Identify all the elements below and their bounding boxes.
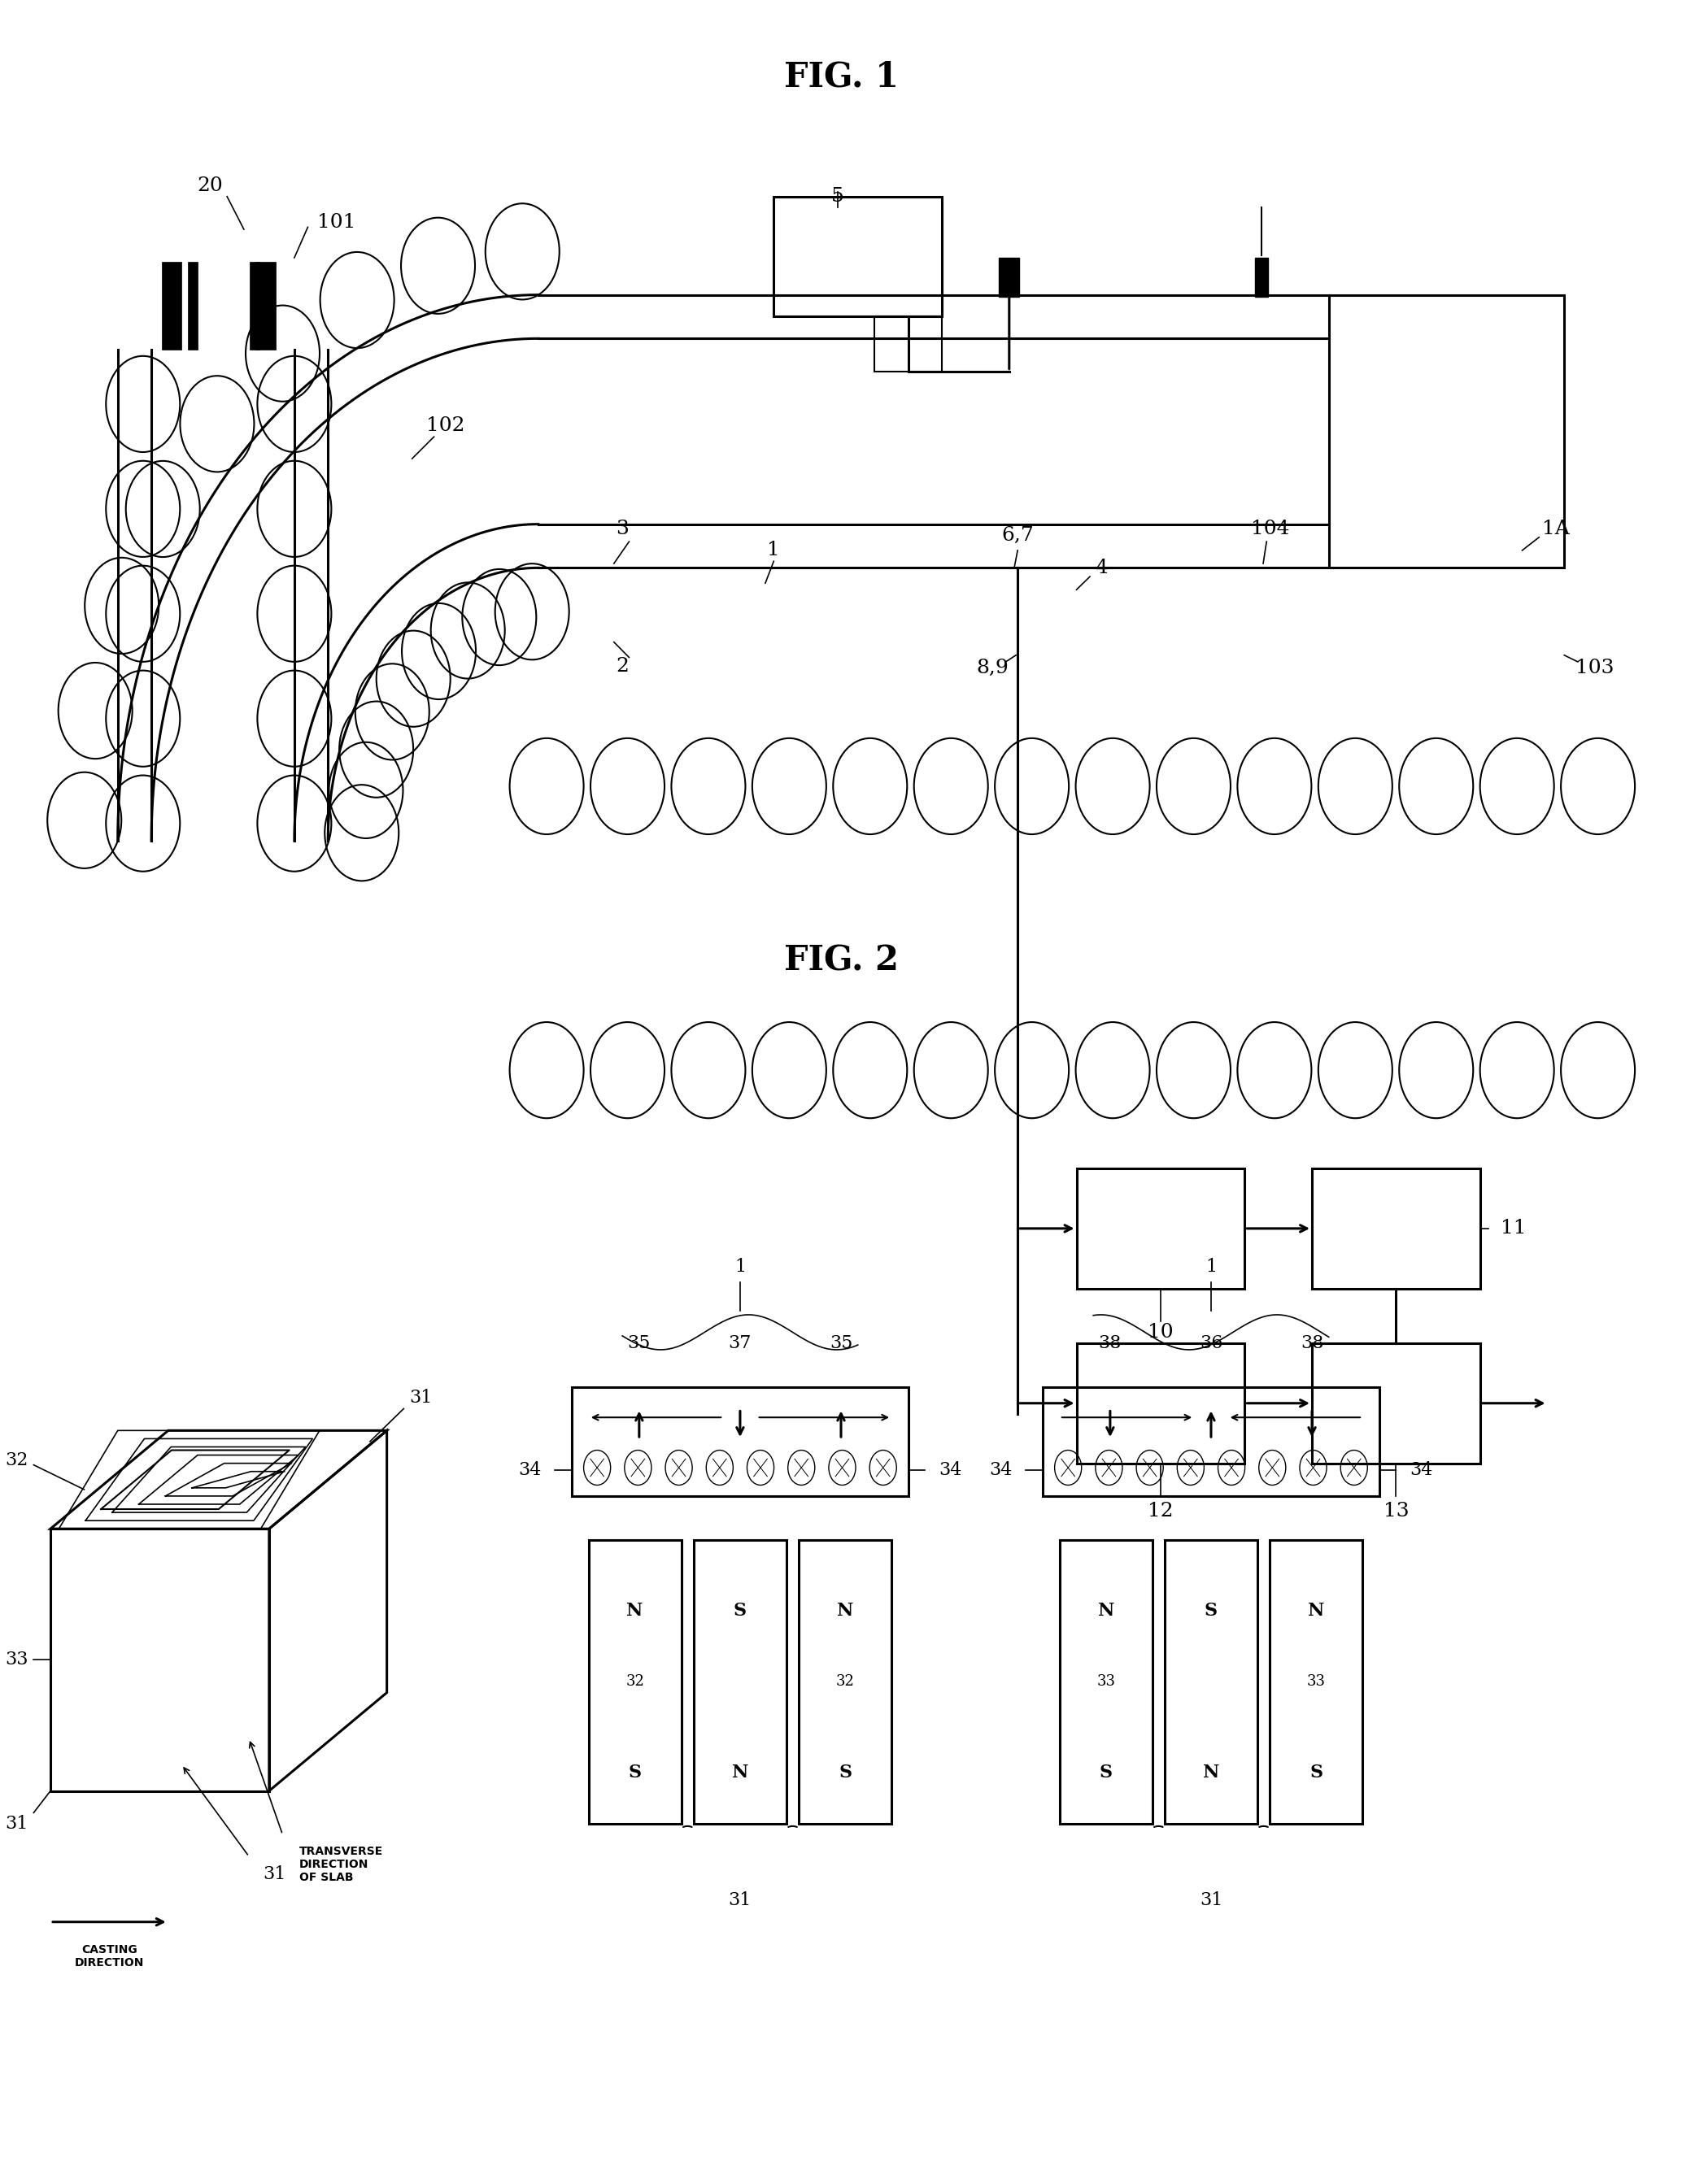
Text: 4: 4 <box>1095 559 1108 577</box>
Text: S: S <box>839 1765 851 1782</box>
Text: 31: 31 <box>262 1865 286 1883</box>
Text: 34: 34 <box>518 1461 542 1479</box>
Text: 33: 33 <box>1097 1675 1115 1688</box>
Text: S: S <box>1310 1765 1322 1782</box>
Text: 33: 33 <box>5 1651 29 1669</box>
Bar <box>1312 1168 1480 1289</box>
Bar <box>774 197 942 317</box>
Text: 20: 20 <box>197 177 224 194</box>
Bar <box>1255 258 1268 297</box>
Bar <box>188 262 198 349</box>
Bar <box>1060 1540 1152 1824</box>
Text: 12: 12 <box>1147 1503 1174 1520</box>
Bar <box>1270 1540 1362 1824</box>
Text: 38: 38 <box>1098 1334 1122 1352</box>
Bar <box>50 1529 269 1791</box>
Text: 104: 104 <box>1251 520 1288 537</box>
Text: 31: 31 <box>5 1815 29 1832</box>
Text: S: S <box>733 1601 747 1621</box>
Text: 37: 37 <box>728 1334 752 1352</box>
Text: 31: 31 <box>1199 1891 1223 1909</box>
Text: 31: 31 <box>409 1389 432 1406</box>
Text: 10: 10 <box>1147 1324 1174 1341</box>
Text: 13: 13 <box>1383 1503 1410 1520</box>
Text: S: S <box>1204 1601 1218 1621</box>
Text: 35: 35 <box>627 1334 651 1352</box>
Text: 5: 5 <box>831 188 844 205</box>
Text: 8,9: 8,9 <box>976 660 1009 677</box>
Bar <box>572 1387 908 1496</box>
Text: S: S <box>629 1765 641 1782</box>
Text: 3: 3 <box>616 520 629 537</box>
Bar <box>1164 1540 1256 1824</box>
Text: S: S <box>1100 1765 1112 1782</box>
Text: 101: 101 <box>318 214 355 232</box>
Bar <box>695 1540 787 1824</box>
Text: N: N <box>1098 1601 1113 1621</box>
Text: 36: 36 <box>1199 1334 1223 1352</box>
Text: 11: 11 <box>1500 1219 1527 1238</box>
Text: TRANSVERSE
DIRECTION
OF SLAB: TRANSVERSE DIRECTION OF SLAB <box>299 1845 383 1883</box>
Bar <box>799 1540 891 1824</box>
Text: N: N <box>1203 1765 1219 1782</box>
Text: CASTING
DIRECTION: CASTING DIRECTION <box>74 1944 145 1968</box>
Bar <box>1076 1343 1245 1463</box>
Bar <box>875 317 942 371</box>
Text: 35: 35 <box>829 1334 853 1352</box>
Text: 1: 1 <box>735 1258 745 1275</box>
Text: FIG. 2: FIG. 2 <box>784 943 898 978</box>
Text: 34: 34 <box>1410 1461 1433 1479</box>
Text: 32: 32 <box>5 1450 29 1470</box>
Text: 33: 33 <box>1307 1675 1325 1688</box>
Text: 1A: 1A <box>1542 520 1569 537</box>
Text: 34: 34 <box>939 1461 962 1479</box>
Text: 2: 2 <box>616 657 629 675</box>
Bar <box>1043 1387 1379 1496</box>
Text: 38: 38 <box>1300 1334 1324 1352</box>
Bar <box>161 262 182 349</box>
Text: 6,7: 6,7 <box>1001 526 1034 544</box>
Bar <box>589 1540 681 1824</box>
Text: 1: 1 <box>1206 1258 1216 1275</box>
Text: N: N <box>732 1765 748 1782</box>
Text: 1: 1 <box>767 542 780 559</box>
Text: 34: 34 <box>989 1461 1013 1479</box>
Text: 32: 32 <box>626 1675 644 1688</box>
Text: N: N <box>838 1601 853 1621</box>
Bar <box>1329 295 1564 568</box>
Bar <box>256 262 276 349</box>
Text: N: N <box>1309 1601 1324 1621</box>
Text: 32: 32 <box>836 1675 854 1688</box>
Bar <box>1312 1343 1480 1463</box>
Text: FIG. 1: FIG. 1 <box>784 59 898 94</box>
Bar <box>249 262 259 349</box>
Text: 103: 103 <box>1576 660 1613 677</box>
Text: N: N <box>627 1601 643 1621</box>
Text: 102: 102 <box>427 417 464 435</box>
Bar <box>999 258 1019 297</box>
Text: 31: 31 <box>728 1891 752 1909</box>
Bar <box>1076 1168 1245 1289</box>
